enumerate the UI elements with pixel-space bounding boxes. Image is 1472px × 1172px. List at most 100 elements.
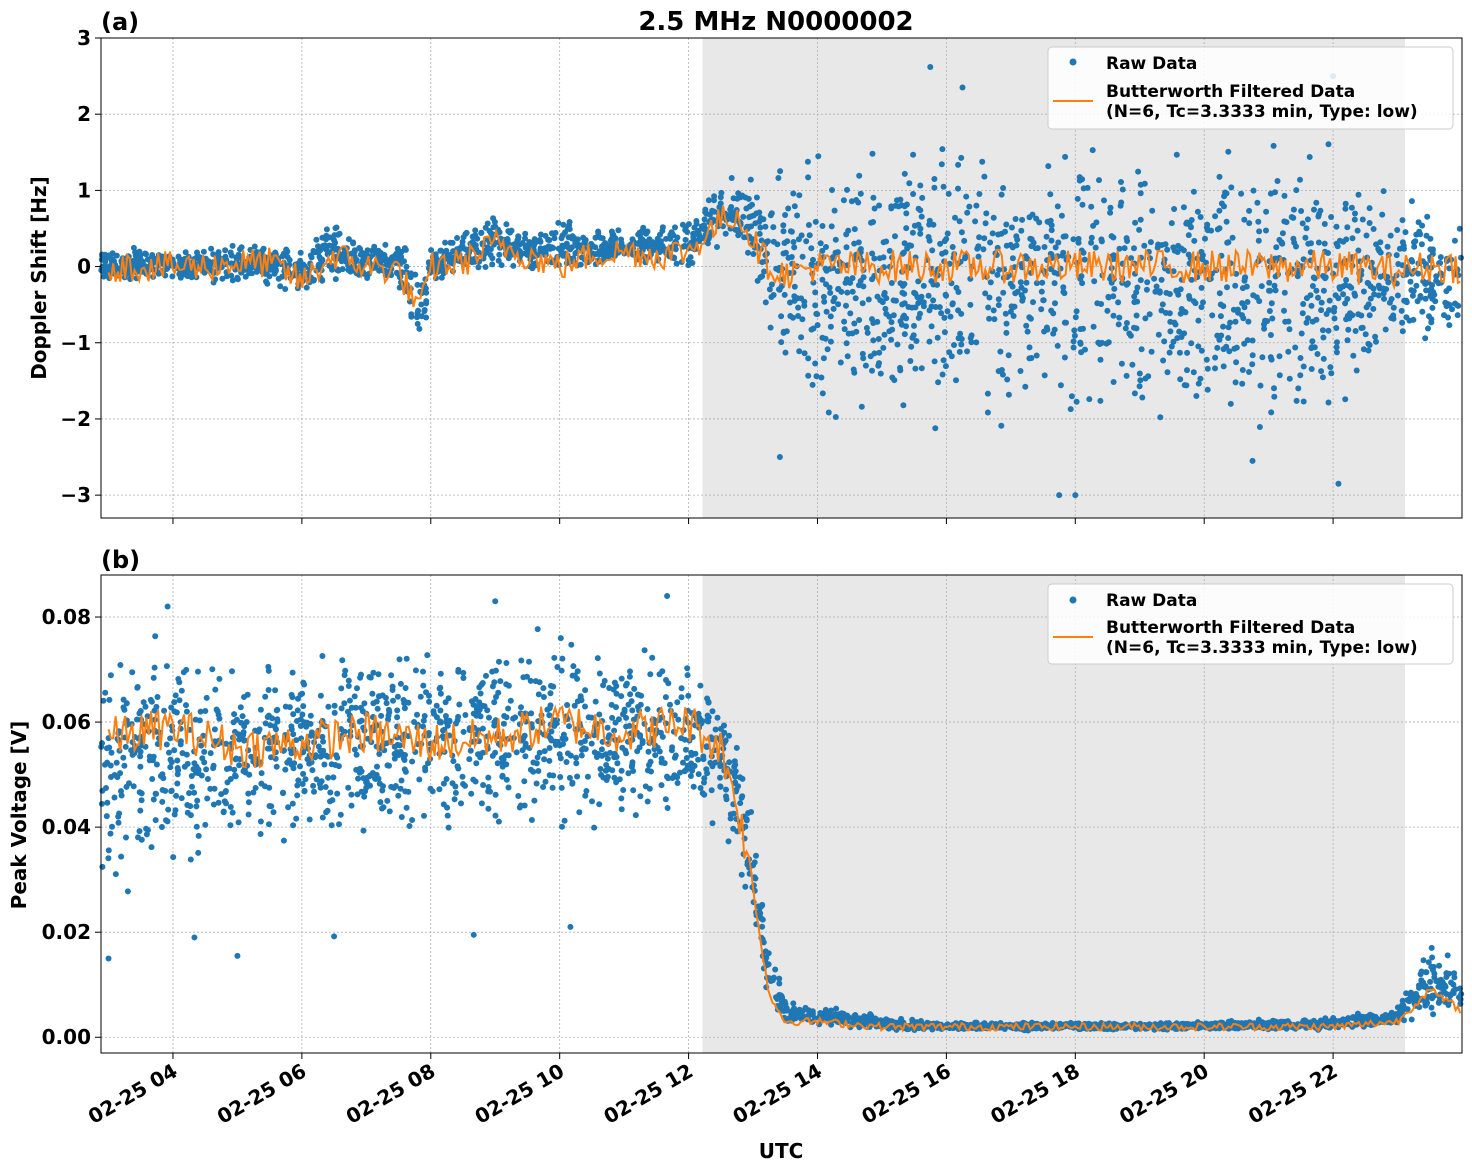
raw-data-point xyxy=(672,224,678,231)
raw-data-point xyxy=(582,238,589,245)
raw-data-point xyxy=(1088,203,1095,210)
raw-data-point xyxy=(294,782,301,789)
raw-data-point xyxy=(318,749,325,755)
raw-data-point xyxy=(573,754,580,761)
raw-data-point xyxy=(1384,243,1391,250)
raw-data-point xyxy=(982,220,989,227)
raw-data-point xyxy=(361,700,368,707)
raw-data-point xyxy=(726,759,733,766)
raw-data-point xyxy=(535,691,542,698)
raw-data-point xyxy=(615,227,622,234)
raw-data-point xyxy=(520,674,527,681)
raw-data-point xyxy=(810,325,817,332)
raw-data-point xyxy=(1233,359,1240,366)
raw-data-point xyxy=(377,799,384,806)
raw-data-point xyxy=(1158,276,1165,283)
raw-data-point xyxy=(851,320,858,327)
raw-data-point xyxy=(1436,962,1443,969)
raw-data-point xyxy=(705,197,712,204)
raw-data-point xyxy=(1422,969,1429,976)
raw-data-point xyxy=(1080,325,1086,332)
raw-data-point xyxy=(812,289,819,296)
raw-data-point xyxy=(1146,311,1153,318)
raw-data-point xyxy=(1257,382,1264,389)
raw-data-point xyxy=(403,263,410,270)
raw-data-point xyxy=(537,247,544,254)
raw-data-point xyxy=(345,683,352,689)
raw-data-point xyxy=(820,293,827,300)
raw-data-point xyxy=(986,294,993,301)
panel-label-a: (a) xyxy=(101,8,139,36)
raw-data-point xyxy=(124,888,131,895)
raw-data-point xyxy=(766,286,773,293)
raw-data-point xyxy=(1297,372,1304,379)
raw-data-point xyxy=(1098,301,1105,307)
raw-data-point xyxy=(1449,306,1455,313)
raw-data-point xyxy=(888,319,895,326)
raw-data-point xyxy=(129,669,136,676)
raw-data-point xyxy=(542,232,549,239)
legend-raw-label: Raw Data xyxy=(1106,54,1197,74)
raw-data-point xyxy=(944,230,951,237)
raw-data-point xyxy=(747,176,754,183)
raw-data-point xyxy=(401,705,408,712)
raw-data-point xyxy=(582,687,589,694)
raw-data-point xyxy=(1365,347,1372,354)
raw-data-point xyxy=(1204,365,1211,372)
raw-data-point xyxy=(1174,335,1181,342)
raw-data-point xyxy=(740,213,747,220)
raw-data-point xyxy=(843,231,850,238)
raw-data-point xyxy=(1136,383,1143,390)
raw-data-point xyxy=(484,707,491,714)
raw-data-point xyxy=(382,241,389,248)
raw-data-point xyxy=(284,759,291,766)
raw-data-point xyxy=(121,762,128,769)
raw-data-point xyxy=(1026,214,1033,221)
raw-data-point xyxy=(495,257,502,264)
raw-data-point xyxy=(1401,245,1407,252)
raw-data-point xyxy=(697,785,704,791)
raw-data-point xyxy=(1131,324,1137,331)
raw-data-point xyxy=(1098,238,1105,245)
raw-data-point xyxy=(1088,239,1095,246)
raw-data-point xyxy=(1117,202,1124,209)
raw-data-point xyxy=(707,759,714,766)
raw-data-point xyxy=(359,249,366,256)
raw-data-point xyxy=(870,194,877,201)
raw-data-point xyxy=(1212,354,1219,361)
raw-data-point xyxy=(638,230,645,237)
raw-data-point xyxy=(799,316,806,323)
raw-data-point xyxy=(818,374,825,381)
raw-data-point xyxy=(1148,348,1155,355)
raw-data-point xyxy=(619,744,626,751)
raw-data-point xyxy=(901,331,908,338)
raw-data-point xyxy=(1214,226,1221,233)
raw-data-point xyxy=(1033,280,1040,287)
raw-data-point xyxy=(176,271,183,278)
raw-data-point xyxy=(1402,229,1409,236)
raw-data-point xyxy=(925,292,932,299)
raw-data-point xyxy=(1381,295,1387,302)
raw-data-point xyxy=(350,239,357,246)
raw-data-point xyxy=(1136,226,1143,233)
raw-data-point xyxy=(808,261,815,268)
raw-data-point xyxy=(1063,319,1069,326)
raw-data-point xyxy=(772,966,779,973)
raw-data-point xyxy=(138,797,145,804)
raw-data-point xyxy=(1352,328,1359,334)
raw-data-point xyxy=(925,234,932,240)
raw-data-point xyxy=(290,765,297,772)
raw-data-point xyxy=(644,798,651,805)
raw-data-point xyxy=(171,699,178,706)
raw-data-point xyxy=(1003,242,1010,249)
raw-data-point xyxy=(1443,970,1450,977)
raw-data-point xyxy=(1007,308,1014,315)
raw-data-point xyxy=(1264,318,1271,325)
raw-data-point xyxy=(393,749,400,756)
legend-raw-marker xyxy=(1069,58,1077,66)
raw-data-point xyxy=(780,222,787,229)
raw-data-point xyxy=(183,702,189,709)
raw-data-point xyxy=(584,773,591,780)
raw-data-point xyxy=(1185,232,1192,239)
